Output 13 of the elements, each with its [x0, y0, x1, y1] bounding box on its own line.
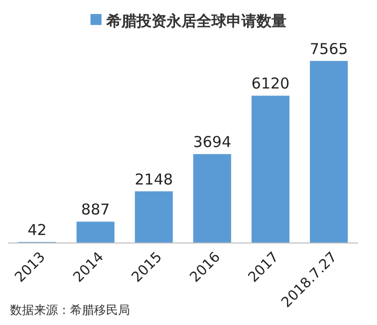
data-label: 42 [28, 220, 47, 239]
data-label: 2148 [134, 170, 173, 188]
data-label: 887 [81, 200, 110, 219]
bar [193, 154, 232, 243]
bar [310, 60, 348, 243]
source-note: 数据来源：希腊移民局 [10, 303, 130, 317]
bar [252, 96, 290, 243]
data-label: 7565 [310, 40, 348, 58]
bar [76, 222, 114, 243]
bar [134, 191, 173, 243]
data-label: 6120 [251, 74, 290, 93]
legend-label: 希腊投资永居全球申请数量 [106, 12, 286, 30]
data-label: 3694 [193, 133, 232, 152]
